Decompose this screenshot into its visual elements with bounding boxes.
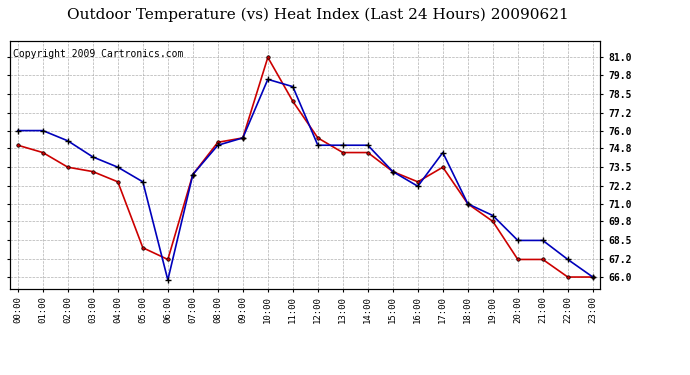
Text: Outdoor Temperature (vs) Heat Index (Last 24 Hours) 20090621: Outdoor Temperature (vs) Heat Index (Las… (66, 8, 569, 22)
Text: Copyright 2009 Cartronics.com: Copyright 2009 Cartronics.com (13, 49, 184, 58)
